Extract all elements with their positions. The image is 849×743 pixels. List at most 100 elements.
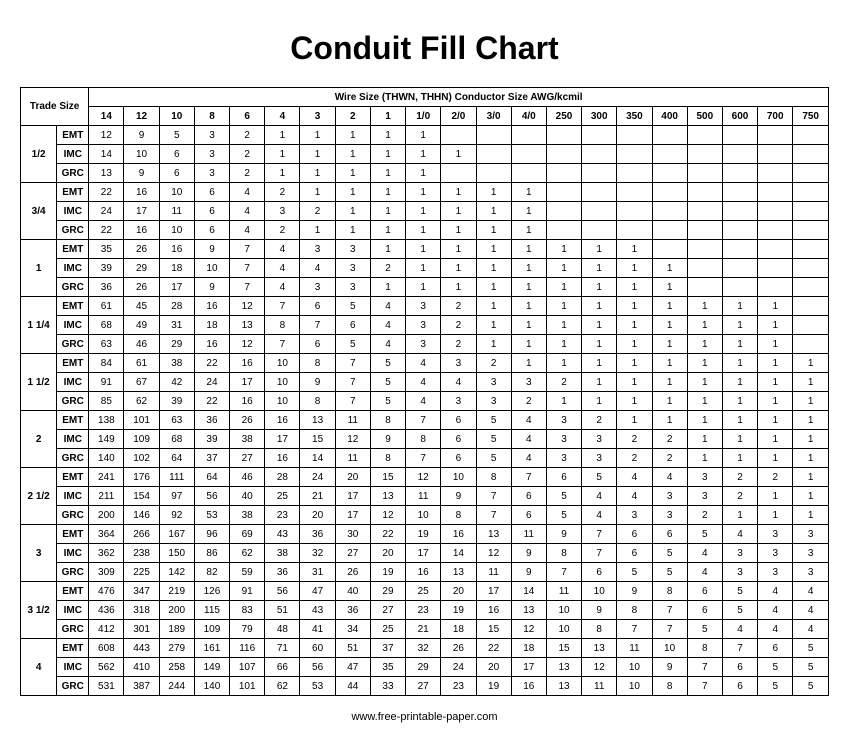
value-cell: 2 (300, 202, 335, 221)
conduit-type-cell: IMC (57, 601, 89, 620)
value-cell: 4 (300, 259, 335, 278)
value-cell: 3 (194, 126, 229, 145)
value-cell: 37 (194, 449, 229, 468)
value-cell: 9 (546, 525, 581, 544)
wire-size-col: 14 (89, 107, 124, 126)
value-cell: 1 (722, 373, 757, 392)
value-cell: 1 (617, 392, 652, 411)
value-cell: 9 (582, 601, 617, 620)
value-cell: 2 (441, 297, 476, 316)
value-cell: 5 (370, 373, 405, 392)
value-cell: 26 (335, 563, 370, 582)
value-cell: 7 (582, 525, 617, 544)
value-cell: 17 (406, 544, 441, 563)
value-cell: 244 (159, 677, 194, 696)
value-cell: 225 (124, 563, 159, 582)
value-cell: 2 (265, 221, 300, 240)
value-cell: 1 (722, 506, 757, 525)
value-cell: 35 (89, 240, 124, 259)
value-cell: 19 (406, 525, 441, 544)
value-cell (758, 126, 793, 145)
value-cell: 82 (194, 563, 229, 582)
value-cell: 16 (265, 411, 300, 430)
value-cell: 69 (230, 525, 265, 544)
value-cell: 20 (300, 506, 335, 525)
value-cell: 126 (194, 582, 229, 601)
value-cell: 8 (300, 354, 335, 373)
value-cell: 10 (194, 259, 229, 278)
value-cell: 51 (335, 639, 370, 658)
value-cell: 1 (722, 316, 757, 335)
wire-size-col: 1/0 (406, 107, 441, 126)
value-cell: 7 (230, 259, 265, 278)
value-cell: 68 (89, 316, 124, 335)
value-cell: 38 (230, 430, 265, 449)
value-cell (793, 126, 829, 145)
value-cell: 3 (300, 240, 335, 259)
value-cell: 10 (652, 639, 687, 658)
table-row: IMC392918107443211111111 (21, 259, 829, 278)
value-cell (793, 183, 829, 202)
value-cell: 562 (89, 658, 124, 677)
value-cell: 11 (335, 449, 370, 468)
value-cell: 1 (617, 411, 652, 430)
table-row: IMC4363182001158351433627231916131098765… (21, 601, 829, 620)
table-row: 1EMT3526169743311111111 (21, 240, 829, 259)
value-cell: 6 (511, 506, 546, 525)
value-cell: 1 (511, 259, 546, 278)
value-cell: 1 (546, 316, 581, 335)
value-cell: 2 (617, 430, 652, 449)
value-cell (793, 297, 829, 316)
value-cell (793, 240, 829, 259)
value-cell: 5 (758, 658, 793, 677)
value-cell (793, 259, 829, 278)
value-cell (582, 126, 617, 145)
value-cell: 167 (159, 525, 194, 544)
value-cell: 84 (89, 354, 124, 373)
conduit-type-cell: IMC (57, 487, 89, 506)
value-cell: 22 (370, 525, 405, 544)
value-cell: 1 (335, 221, 370, 240)
value-cell (758, 202, 793, 221)
value-cell: 43 (300, 601, 335, 620)
value-cell: 2 (652, 449, 687, 468)
conduit-type-cell: IMC (57, 430, 89, 449)
wire-size-col: 4/0 (511, 107, 546, 126)
value-cell: 56 (300, 658, 335, 677)
value-cell: 6 (159, 164, 194, 183)
value-cell: 7 (230, 278, 265, 297)
value-cell: 1 (546, 335, 581, 354)
value-cell: 1 (511, 221, 546, 240)
value-cell: 79 (230, 620, 265, 639)
value-cell: 15 (476, 620, 511, 639)
value-cell: 14 (511, 582, 546, 601)
value-cell: 3 (652, 506, 687, 525)
value-cell: 4 (370, 335, 405, 354)
value-cell: 10 (265, 392, 300, 411)
value-cell: 1 (793, 468, 829, 487)
value-cell: 10 (159, 221, 194, 240)
value-cell: 1 (335, 183, 370, 202)
value-cell (652, 183, 687, 202)
value-cell (793, 145, 829, 164)
value-cell: 17 (335, 487, 370, 506)
value-cell: 12 (370, 506, 405, 525)
value-cell (758, 259, 793, 278)
value-cell: 29 (159, 335, 194, 354)
value-cell: 56 (194, 487, 229, 506)
value-cell: 16 (124, 183, 159, 202)
conduit-type-cell: IMC (57, 145, 89, 164)
value-cell: 27 (406, 677, 441, 696)
value-cell: 1 (652, 335, 687, 354)
value-cell: 7 (687, 658, 722, 677)
value-cell: 7 (406, 411, 441, 430)
value-cell: 1 (406, 202, 441, 221)
value-cell: 17 (265, 430, 300, 449)
value-cell: 17 (335, 506, 370, 525)
table-row: IMC2417116432111111 (21, 202, 829, 221)
value-cell: 10 (265, 373, 300, 392)
value-cell: 26 (441, 639, 476, 658)
value-cell: 2 (230, 164, 265, 183)
value-cell: 92 (159, 506, 194, 525)
value-cell: 13 (370, 487, 405, 506)
